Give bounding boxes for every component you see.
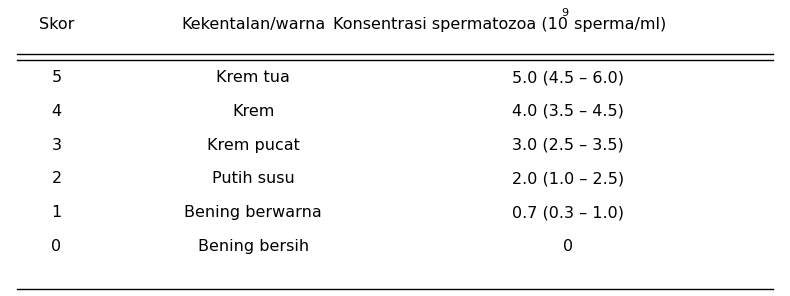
Text: 1: 1 [51, 205, 62, 220]
Text: Konsentrasi spermatozoa (10: Konsentrasi spermatozoa (10 [333, 17, 568, 32]
Text: 2: 2 [51, 171, 62, 186]
Text: 3: 3 [51, 138, 62, 152]
Text: 9: 9 [561, 8, 568, 18]
Text: Krem pucat: Krem pucat [207, 138, 299, 152]
Text: Krem tua: Krem tua [216, 70, 290, 85]
Text: sperma/ml): sperma/ml) [569, 17, 666, 32]
Text: 4.0 (3.5 – 4.5): 4.0 (3.5 – 4.5) [512, 104, 624, 119]
Text: 4: 4 [51, 104, 62, 119]
Text: Bening berwarna: Bening berwarna [184, 205, 322, 220]
Text: Skor: Skor [39, 17, 74, 32]
Text: 0: 0 [51, 239, 62, 254]
Text: 0.7 (0.3 – 1.0): 0.7 (0.3 – 1.0) [512, 205, 624, 220]
Text: 5.0 (4.5 – 6.0): 5.0 (4.5 – 6.0) [512, 70, 624, 85]
Text: 3.0 (2.5 – 3.5): 3.0 (2.5 – 3.5) [512, 138, 624, 152]
Text: Bening bersih: Bening bersih [198, 239, 309, 254]
Text: 5: 5 [51, 70, 62, 85]
Text: 2.0 (1.0 – 2.5): 2.0 (1.0 – 2.5) [512, 171, 624, 186]
Text: Krem: Krem [232, 104, 274, 119]
Text: Kekentalan/warna: Kekentalan/warna [181, 17, 325, 32]
Text: 0: 0 [563, 239, 574, 254]
Text: Putih susu: Putih susu [212, 171, 295, 186]
